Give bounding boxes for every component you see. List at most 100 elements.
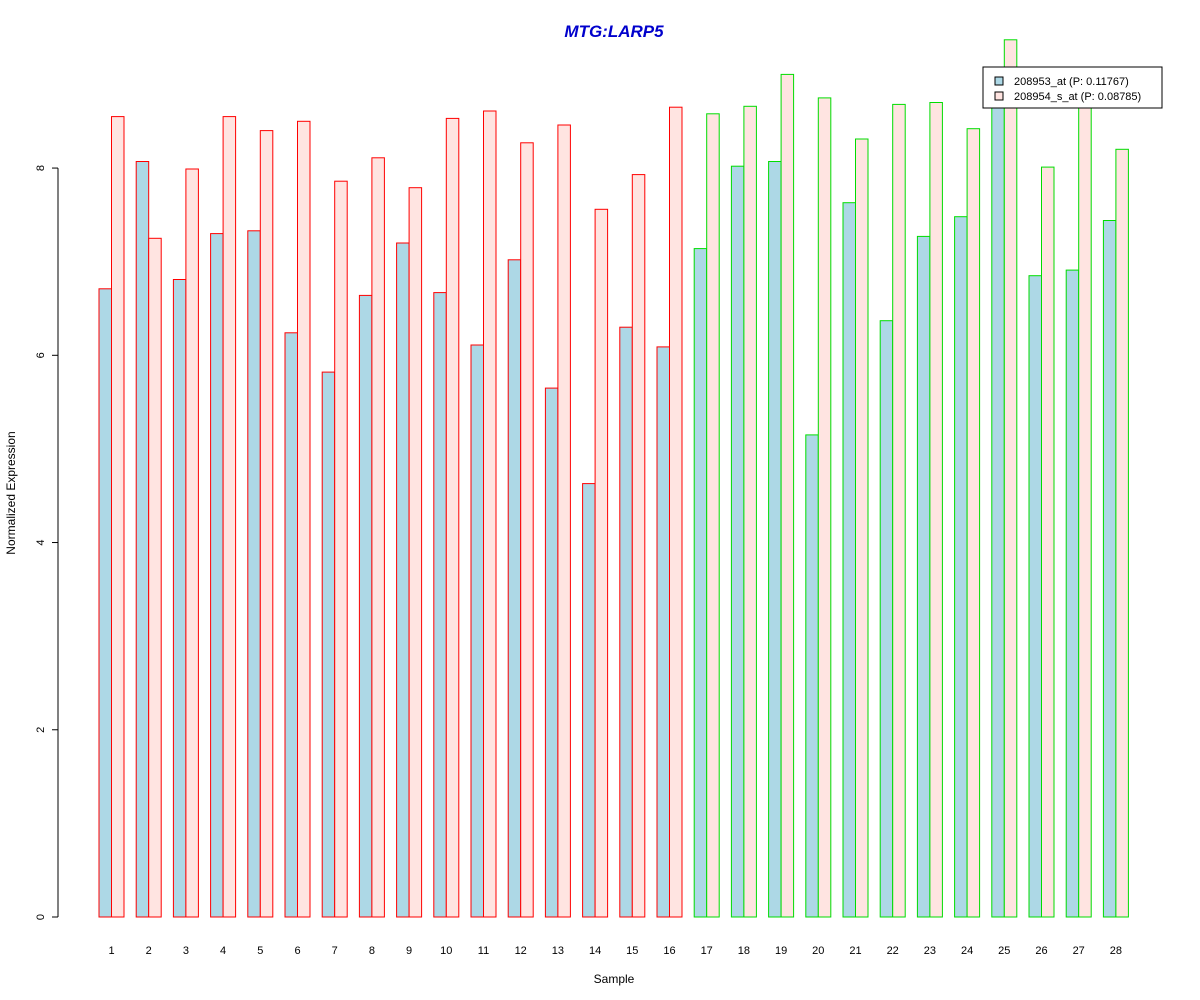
bar-series-1-sample-18 xyxy=(730,165,745,918)
bar-series-1-sample-21 xyxy=(842,202,856,918)
x-tick-label: 21 xyxy=(849,945,861,957)
bar-series-1-sample-2 xyxy=(135,161,150,918)
bar-series-1-sample-27 xyxy=(1065,269,1080,918)
bar-series-1-sample-16 xyxy=(656,346,670,918)
y-axis: 0 2 4 6 8 xyxy=(35,165,59,920)
x-tick-label: 22 xyxy=(887,945,899,957)
bar-series-2-sample-14 xyxy=(594,208,609,918)
bar-series-2-sample-24 xyxy=(966,128,981,918)
bar-series-2-sample-23 xyxy=(929,102,943,918)
x-tick-label: 15 xyxy=(626,945,638,957)
bar-series-1-sample-6 xyxy=(284,332,298,918)
bar-series-2-sample-7 xyxy=(334,180,348,918)
y-tick-label: 4 xyxy=(35,539,47,545)
x-tick-label: 19 xyxy=(775,945,787,957)
bar-series-2-sample-9 xyxy=(408,187,423,918)
y-tick-label: 0 xyxy=(35,914,47,920)
bar-series-2-sample-2 xyxy=(148,237,162,918)
bar-series-2-sample-20 xyxy=(817,97,832,918)
bar-series-1-sample-8 xyxy=(358,294,373,918)
bar-series-2-sample-18 xyxy=(743,105,757,918)
bars-layer xyxy=(98,39,1129,918)
x-tick-label: 9 xyxy=(406,945,412,957)
bar-series-2-sample-28 xyxy=(1115,148,1129,918)
bar-series-1-sample-22 xyxy=(879,320,894,918)
x-tick-label: 11 xyxy=(478,945,489,957)
x-tick-label: 14 xyxy=(589,945,601,957)
bar-series-1-sample-3 xyxy=(172,279,187,918)
x-tick-label: 13 xyxy=(552,945,564,957)
bar-series-1-sample-13 xyxy=(544,387,559,918)
bar-series-1-sample-4 xyxy=(210,233,224,918)
bar-series-1-sample-24 xyxy=(954,216,968,918)
x-tick-label: 7 xyxy=(332,945,338,957)
bar-series-1-sample-23 xyxy=(916,235,931,918)
bar-series-1-sample-25 xyxy=(991,70,1005,918)
bar-series-1-sample-12 xyxy=(507,259,522,918)
bar-series-2-sample-10 xyxy=(445,117,460,918)
bar-series-2-sample-1 xyxy=(111,116,125,918)
legend: 208953_at (P: 0.11767) 208954_s_at (P: 0… xyxy=(982,66,1163,109)
x-tick-label: 3 xyxy=(183,945,189,957)
bar-series-2-sample-22 xyxy=(892,103,906,918)
x-tick-label: 5 xyxy=(257,945,263,957)
bar-series-1-sample-28 xyxy=(1102,220,1117,918)
y-tick-label: 6 xyxy=(35,352,47,358)
bar-series-2-sample-6 xyxy=(297,120,311,918)
chart-title: MTG:LARP5 xyxy=(564,22,664,41)
x-tick-label: 2 xyxy=(146,945,152,957)
x-tick-label: 25 xyxy=(998,945,1010,957)
bar-series-2-sample-11 xyxy=(483,110,497,918)
x-tick-label: 27 xyxy=(1073,945,1085,957)
legend-swatch-series-1 xyxy=(994,76,1004,86)
bar-series-1-sample-14 xyxy=(582,483,596,918)
x-tick-label: 12 xyxy=(515,945,527,957)
bar-series-1-sample-1 xyxy=(98,288,112,918)
bar-series-1-sample-5 xyxy=(247,230,261,918)
bar-series-2-sample-4 xyxy=(222,116,237,918)
x-tick-label: 4 xyxy=(220,945,226,957)
bar-series-1-sample-7 xyxy=(321,371,336,918)
bar-series-1-sample-11 xyxy=(470,344,484,918)
bar-series-2-sample-16 xyxy=(669,106,683,918)
bar-series-1-sample-17 xyxy=(693,248,708,918)
x-tick-label: 18 xyxy=(738,945,750,957)
bar-series-2-sample-15 xyxy=(631,174,646,918)
bar-series-2-sample-21 xyxy=(855,138,869,918)
bar-series-1-sample-26 xyxy=(1028,275,1042,918)
bar-series-1-sample-15 xyxy=(619,326,633,918)
legend-label-series-1: 208953_at (P: 0.11767) xyxy=(1014,76,1129,88)
bar-series-2-sample-13 xyxy=(557,124,571,918)
x-tick-label: 20 xyxy=(812,945,824,957)
x-tick-label: 28 xyxy=(1110,945,1122,957)
legend-label-series-2: 208954_s_at (P: 0.08785) xyxy=(1014,91,1141,103)
x-tick-label: 24 xyxy=(961,945,973,957)
y-tick-label: 8 xyxy=(35,165,47,171)
legend-swatch-series-2 xyxy=(994,91,1004,101)
y-tick-label: 2 xyxy=(35,727,47,733)
bar-series-2-sample-27 xyxy=(1078,103,1092,918)
bar-series-1-sample-19 xyxy=(768,161,782,918)
bar-series-2-sample-19 xyxy=(780,73,795,918)
x-tick-label: 8 xyxy=(369,945,375,957)
bar-series-2-sample-17 xyxy=(706,113,720,918)
bar-series-2-sample-3 xyxy=(185,168,199,918)
bar-series-2-sample-5 xyxy=(259,130,274,918)
x-axis-title: Sample xyxy=(594,972,635,986)
x-tick-label: 6 xyxy=(294,945,300,957)
bar-series-2-sample-25 xyxy=(1003,39,1018,918)
bar-series-2-sample-8 xyxy=(371,157,385,918)
bar-series-2-sample-12 xyxy=(520,142,534,918)
x-tick-label: 23 xyxy=(924,945,936,957)
bar-series-1-sample-9 xyxy=(396,242,410,918)
x-tick-labels: 1 2 3 4 5 6 7 8 9 10 11 12 13 14 15 16 17 18 19 20 21 22 23 24 2… xyxy=(108,945,1122,957)
bar-series-1-sample-20 xyxy=(805,434,819,918)
x-tick-label: 26 xyxy=(1035,945,1047,957)
x-tick-label: 10 xyxy=(440,945,452,957)
bar-series-2-sample-26 xyxy=(1041,166,1055,918)
y-axis-title: Normalized Expression xyxy=(4,431,18,554)
bar-series-1-sample-10 xyxy=(433,292,447,918)
x-tick-label: 17 xyxy=(701,945,713,957)
x-tick-label: 1 xyxy=(108,945,114,957)
